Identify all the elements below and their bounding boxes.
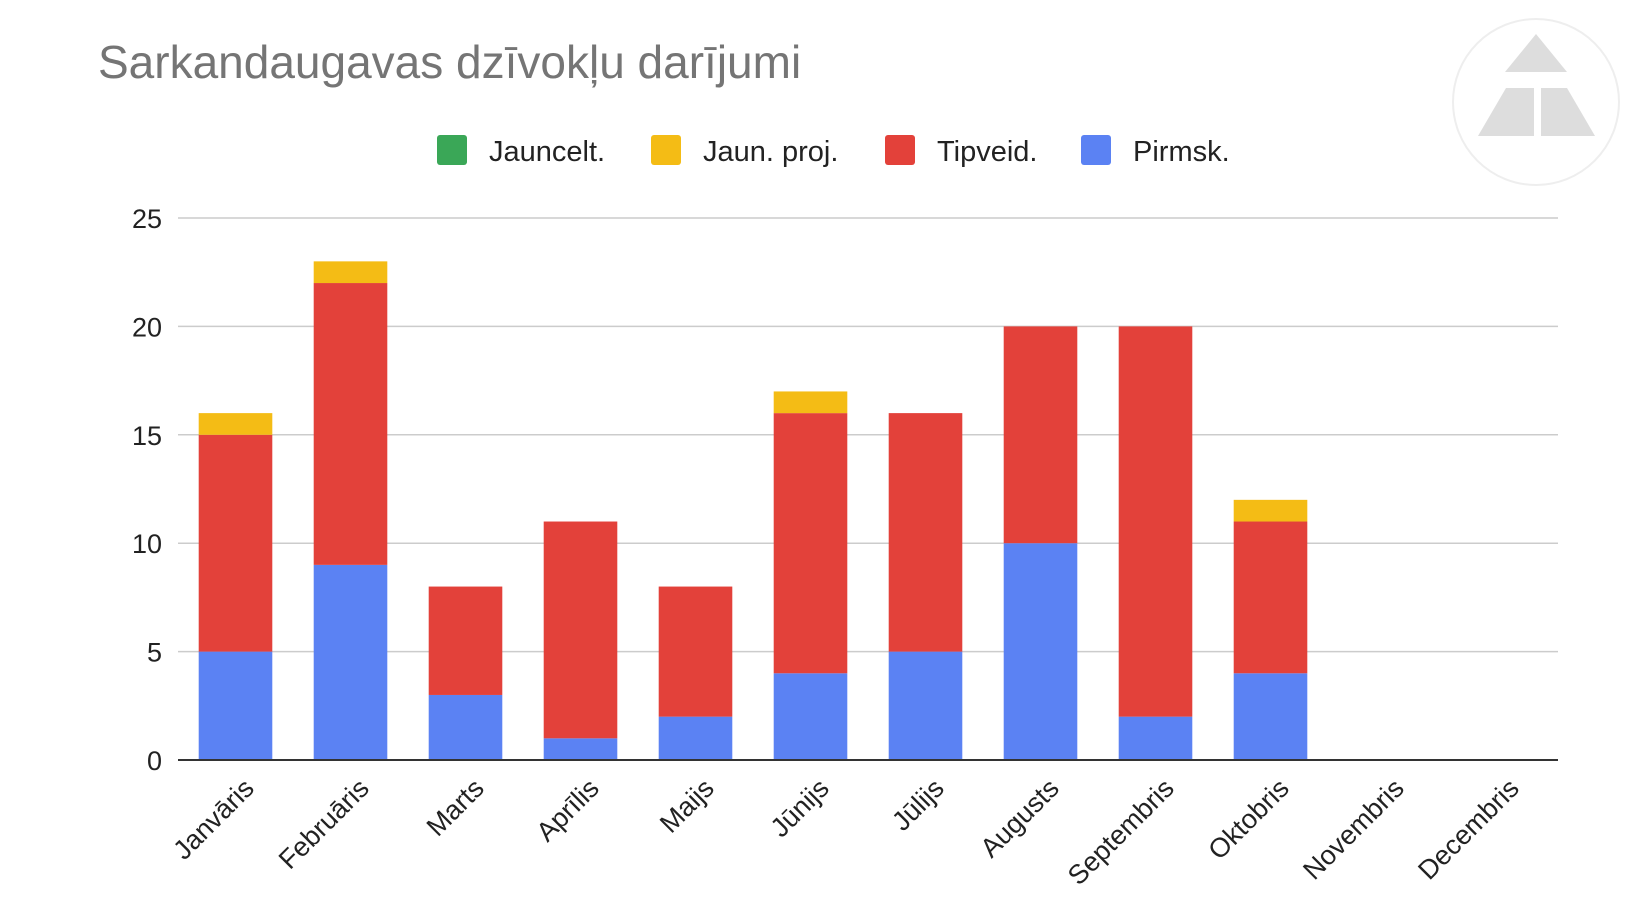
x-tick-label: Aprīlis: [530, 773, 604, 847]
x-tick-label: Novembris: [1297, 773, 1409, 885]
y-tick-label: 25: [132, 204, 162, 234]
x-tick-label: Marts: [421, 773, 490, 842]
x-tick-label: Decembris: [1412, 773, 1524, 885]
bar-tipveid-marts: [428, 586, 503, 695]
bar-jaun-proj-junijs: [773, 391, 848, 414]
bar-pirmsk-aprilis: [543, 738, 618, 760]
bar-pirmsk-marts: [428, 694, 503, 760]
bar-tipveid-oktobris: [1233, 521, 1308, 674]
bar-pirmsk-septembris: [1118, 716, 1193, 760]
bar-pirmsk-oktobris: [1233, 673, 1308, 760]
bar-jaun-proj-oktobris: [1233, 499, 1308, 522]
bar-pirmsk-augusts: [1003, 543, 1078, 760]
x-tick-label: Maijs: [654, 773, 720, 839]
legend-label-tipveid: Tipveid.: [937, 136, 1037, 168]
logo-circle: [1452, 18, 1620, 186]
bar-tipveid-julijs: [888, 413, 963, 652]
bars: [198, 261, 1308, 760]
x-tick-label: Augusts: [975, 773, 1065, 863]
bar-tipveid-junijs: [773, 413, 848, 674]
x-tick-label: Februāris: [273, 773, 375, 875]
bar-tipveid-augusts: [1003, 326, 1078, 544]
bar-pirmsk-februaris: [313, 564, 388, 760]
bar-tipveid-maijs: [658, 586, 733, 717]
y-tick-label: 0: [147, 746, 162, 776]
legend-swatch-jaun-proj: [651, 135, 681, 165]
legend-label-jauncelt: Jauncelt.: [489, 136, 605, 168]
legend-label-jaun-proj: Jaun. proj.: [703, 136, 838, 168]
x-tick-label: Septembris: [1062, 773, 1180, 891]
y-tick-label: 20: [132, 312, 162, 342]
legend-swatch-tipveid: [885, 135, 915, 165]
y-axis-ticks: 0 5 10 15 20 25: [132, 204, 162, 776]
x-tick-label: Janvāris: [167, 773, 259, 865]
legend-swatch-jauncelt: [437, 135, 467, 165]
logo: [1452, 18, 1620, 186]
y-tick-label: 10: [132, 529, 162, 559]
gridlines: [178, 217, 1558, 653]
bar-tipveid-janvaris: [198, 434, 273, 652]
legend-swatch-pirmsk: [1081, 135, 1111, 165]
bar-pirmsk-junijs: [773, 673, 848, 760]
x-tick-label: Oktobris: [1202, 773, 1294, 865]
legend-label-pirmsk: Pirmsk.: [1133, 136, 1230, 168]
bar-tipveid-februaris: [313, 283, 388, 565]
triangle-logo-icon: [1478, 34, 1595, 136]
y-tick-label: 15: [132, 421, 162, 451]
x-tick-label: Jūnijs: [765, 773, 835, 843]
bar-jaun-proj-februaris: [313, 261, 388, 284]
x-axis-labels: Janvāris Februāris Marts Aprīlis Maijs Jūnijs…: [167, 773, 1524, 891]
bar-tipveid-septembris: [1118, 326, 1193, 717]
bar-pirmsk-julijs: [888, 651, 963, 760]
x-tick-label: Jūlijs: [886, 773, 950, 837]
bar-tipveid-aprilis: [543, 521, 618, 739]
y-tick-label: 5: [147, 638, 162, 668]
bar-jaun-proj-janvaris: [198, 413, 273, 435]
legend: Jauncelt. Jaun. proj. Tipveid. Pirmsk.: [437, 135, 1230, 168]
chart-title: Sarkandaugavas dzīvokļu darījumi: [98, 36, 801, 88]
bar-pirmsk-janvaris: [198, 651, 273, 760]
bar-pirmsk-maijs: [658, 716, 733, 760]
